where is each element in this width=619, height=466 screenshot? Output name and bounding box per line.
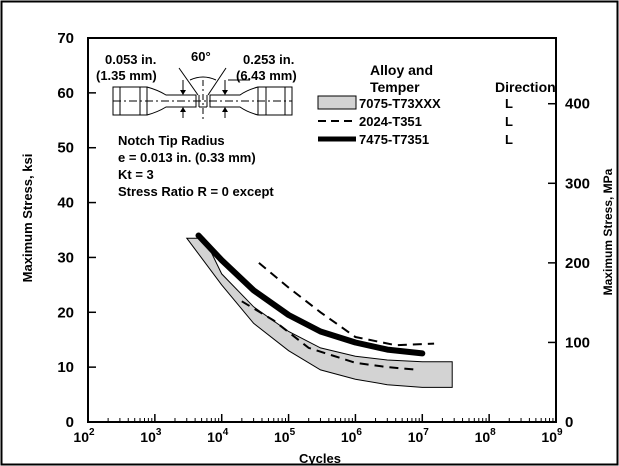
y-tick-label: 40 — [57, 195, 74, 212]
y-tick-label: 50 — [57, 140, 74, 157]
legend-label-2: 2024-T351 — [359, 114, 422, 129]
legend-header-direction: Direction — [495, 79, 556, 95]
y2-tick-label: 300 — [565, 175, 590, 192]
annotation-dim-left-mm: (1.35 mm) — [96, 68, 157, 83]
specimen-arrows — [180, 90, 228, 112]
legend-label-3: 7475-T7351 — [359, 132, 429, 147]
x-tick-label: 108 — [475, 427, 497, 445]
series-line-2024-t351-1 — [258, 262, 435, 347]
x-tick-label: 104 — [207, 427, 229, 445]
legend-header-alloy-2: Temper — [370, 79, 420, 95]
x-tick-label: 105 — [274, 427, 296, 445]
annotation-dim-right-mm: (6.43 mm) — [236, 68, 297, 83]
annotation-note-4: Stress Ratio R = 0 except — [118, 184, 274, 199]
annotation-note-2: e = 0.013 in. (0.33 mm) — [118, 150, 256, 165]
x-tick-label: 106 — [341, 427, 363, 445]
legend-direction-2: L — [505, 114, 513, 129]
x-tick-label: 109 — [541, 427, 563, 445]
annotation-angle: 60° — [191, 49, 211, 64]
y-tick-label: 10 — [57, 359, 74, 376]
y-tick-label: 70 — [57, 30, 74, 47]
x-tick-label: 107 — [408, 427, 430, 445]
specimen-diagram — [112, 67, 293, 122]
y-tick-label: 0 — [66, 414, 74, 431]
legend-label-1: 7075-T73XXX — [359, 96, 441, 111]
series-line-7475-t7351 — [195, 232, 426, 357]
series-band-7075-t73xxx — [185, 237, 453, 388]
x-tick-label: 103 — [140, 427, 162, 445]
annotation-note-1: Notch Tip Radius — [118, 133, 225, 148]
annotation-dim-right-in: 0.253 in. — [243, 52, 294, 67]
series-line-2024-t351-2 — [241, 300, 420, 371]
legend-swatch-band — [317, 95, 357, 110]
y2-tick-label: 400 — [565, 96, 590, 113]
y2-axis-title: Maximum Stress, MPa — [601, 168, 615, 295]
x-axis-title: Cycles — [299, 451, 341, 466]
x-tick-label: 102 — [73, 427, 95, 445]
y-axis-title: Maximum Stress, ksi — [20, 154, 35, 283]
plot-area — [87, 37, 557, 423]
legend-header-alloy-1: Alloy and — [370, 62, 433, 78]
annotation-dim-left-in: 0.053 in. — [105, 52, 156, 67]
legend-direction-3: L — [505, 132, 513, 147]
y-tick-label: 60 — [57, 85, 74, 102]
plot-box — [87, 37, 557, 423]
annotation-note-3: Kt = 3 — [118, 167, 154, 182]
y2-tick-label: 0 — [565, 414, 573, 431]
y2-tick-label: 200 — [565, 255, 590, 272]
series-layer — [185, 232, 453, 388]
y2-tick-label: 100 — [565, 334, 590, 351]
legend-direction-1: L — [505, 96, 513, 111]
legend: Alloy and Temper Direction 7075-T73XXX L… — [317, 62, 556, 147]
y-tick-label: 30 — [57, 249, 74, 266]
y-tick-label: 20 — [57, 304, 74, 321]
